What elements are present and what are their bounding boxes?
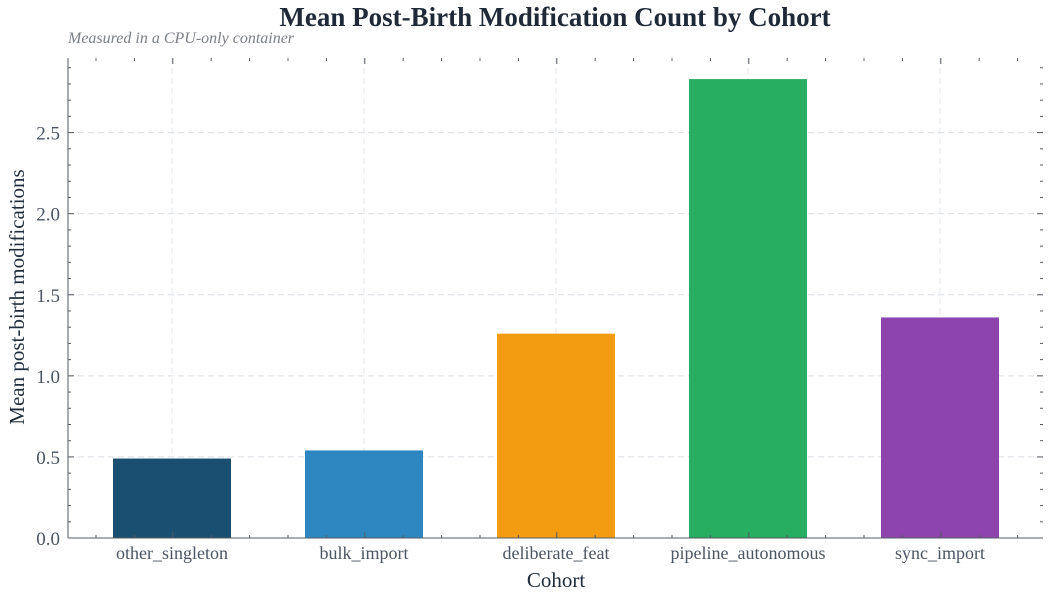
bar-pipeline-autonomous: [689, 79, 807, 538]
y-tick-label: 1.0: [36, 367, 60, 388]
axes-layer: [67, 58, 1043, 539]
y-tick-label: 1.5: [36, 286, 60, 307]
bar-bulk-import: [305, 450, 423, 538]
bars-layer: [113, 79, 999, 538]
y-tick-label: 0.0: [36, 529, 60, 550]
x-tick-label: bulk_import: [320, 543, 409, 563]
chart-title: Mean Post-Birth Modification Count by Co…: [279, 2, 831, 32]
bar-sync-import: [881, 317, 999, 538]
bar-deliberate-feat: [497, 333, 615, 538]
x-axis-label: Cohort: [527, 568, 586, 592]
x-tick-label: sync_import: [895, 543, 985, 563]
y-axis-label: Mean post-birth modifications: [5, 169, 29, 424]
y-tick-label: 2.0: [36, 205, 60, 226]
y-tick-label: 0.5: [36, 448, 60, 469]
labels-layer: 0.0 0.5 1.0 1.5 2.0 2.5 other_singleton bulk_im…: [36, 124, 985, 563]
x-tick-label: deliberate_feat: [503, 543, 610, 563]
x-tick-label: pipeline_autonomous: [671, 543, 826, 563]
bar-other-singleton: [113, 458, 231, 538]
chart-subtitle: Measured in a CPU-only container: [68, 30, 295, 47]
y-tick-label: 2.5: [36, 124, 60, 145]
x-tick-label: other_singleton: [116, 543, 228, 563]
